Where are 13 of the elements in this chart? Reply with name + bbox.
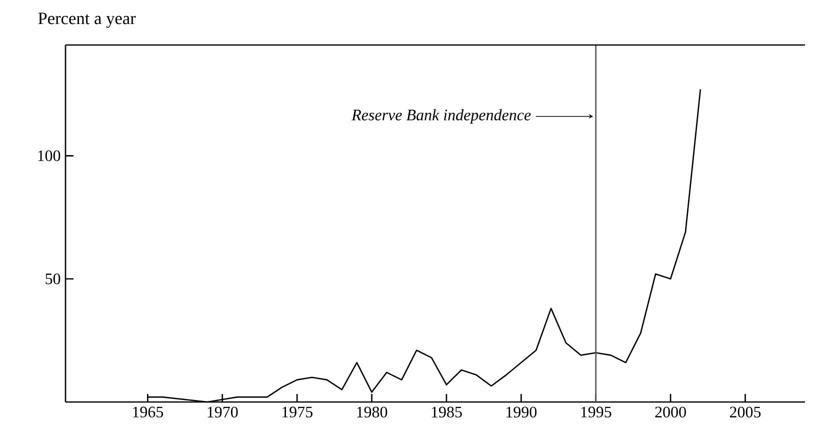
x-tick-label: 2000 <box>655 406 686 418</box>
x-tick-label: 1985 <box>432 406 462 418</box>
ref-line-label: Reserve Bank independence <box>352 109 531 124</box>
x-tick-label: 1980 <box>357 406 388 418</box>
x-tick-label: 1975 <box>282 406 312 418</box>
x-tick-label: 2005 <box>730 406 761 418</box>
y-axis-title: Percent a year <box>38 12 136 28</box>
y-tick-label: 50 <box>46 273 60 284</box>
y-tick-label: 100 <box>38 150 60 162</box>
x-tick-label: 1990 <box>506 406 537 418</box>
x-tick-label: 1965 <box>133 406 164 418</box>
x-tick-label: 1970 <box>208 406 238 418</box>
x-tick-label: 1995 <box>581 406 612 418</box>
